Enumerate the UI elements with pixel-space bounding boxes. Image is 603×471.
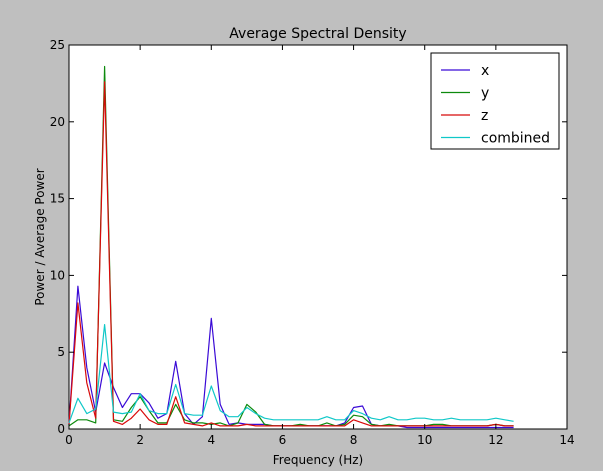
x-tick-label: 10 [417,433,432,447]
y-tick-label: 0 [57,422,65,436]
series-layer [68,65,514,429]
legend-label-combined: combined [481,131,550,147]
x-tick-label: 2 [136,433,144,447]
x-tick-label: 6 [279,433,287,447]
y-tick-label: 5 [57,345,65,359]
x-tick-label: 14 [559,433,574,447]
ticks-layer: 0 2 4 6 8 10 12 14 0 5 10 15 20 25 [50,38,575,447]
y-tick-label: 25 [50,38,65,52]
x-axis-title: Frequency (Hz) [273,453,364,467]
x-tick-label: 8 [350,433,358,447]
chart-title: Average Spectral Density [229,26,406,42]
y-tick-label: 10 [50,268,65,282]
y-tick-label: 15 [50,192,65,206]
legend-label-z: z [481,108,488,124]
y-tick-label: 20 [50,115,65,129]
x-tick-label: 0 [65,433,73,447]
legend-label-y: y [481,86,489,102]
series-line-z [68,81,514,427]
legend-label-x: x [481,63,489,79]
x-tick-label: 4 [207,433,215,447]
x-tick-label: 12 [488,433,503,447]
y-axis-title: Power / Average Power [33,168,47,305]
series-line-combined [68,324,514,424]
legend: xyz combined [430,52,560,150]
legend-box [430,52,560,150]
